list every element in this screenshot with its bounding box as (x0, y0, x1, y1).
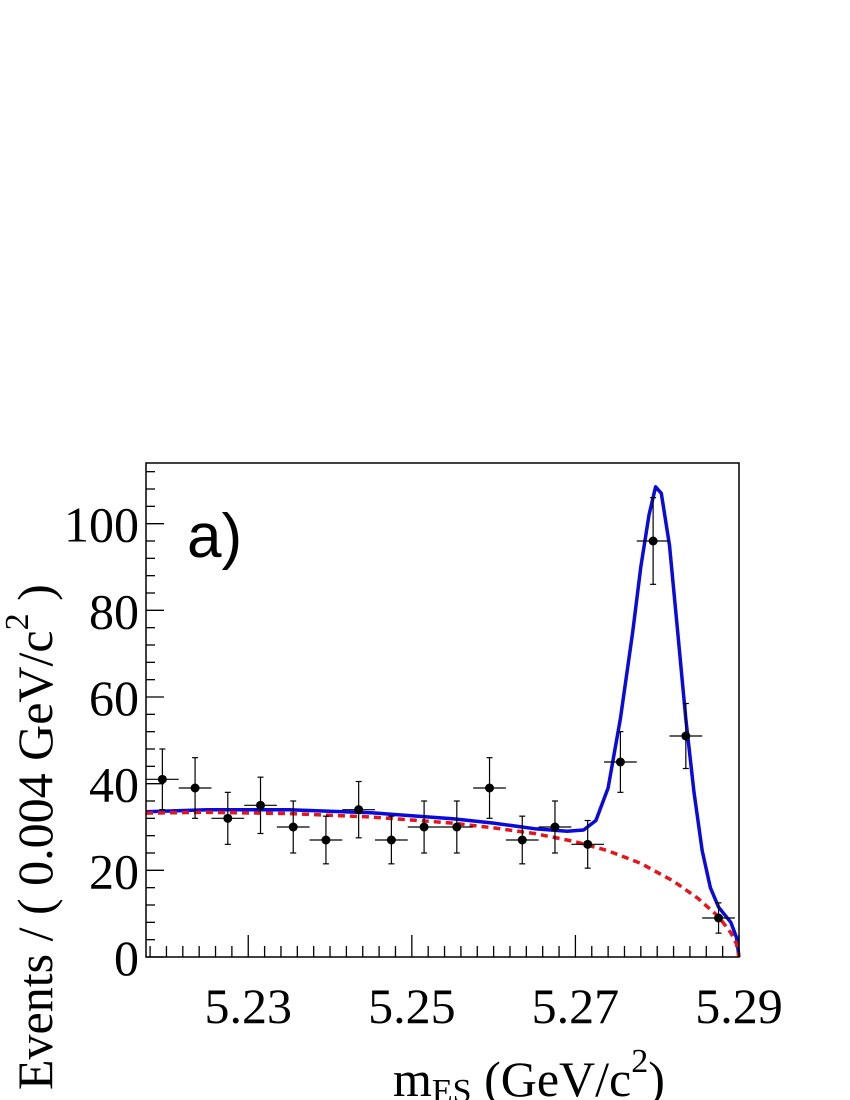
data-point-18 (702, 902, 735, 934)
data-point-13 (538, 800, 572, 854)
data-point-marker-6 (321, 835, 331, 845)
x-tick-label-5.27: 5.27 (532, 978, 620, 1034)
data-point-10 (440, 800, 474, 854)
plot-frame (145, 462, 740, 958)
x-axis-label-subscript: ES (432, 1073, 472, 1100)
x-tick-label-5.25: 5.25 (368, 978, 456, 1034)
data-point-9 (407, 800, 441, 854)
data-point-marker-15 (615, 757, 625, 767)
data-point-marker-9 (419, 822, 429, 832)
data-point-marker-11 (485, 783, 495, 793)
y-tick-label-80: 80 (89, 583, 139, 639)
data-point-marker-4 (256, 800, 266, 810)
data-point-5 (276, 800, 310, 854)
data-point-marker-16 (648, 536, 658, 546)
data-point-2 (178, 757, 212, 819)
y-tick-label-20: 20 (89, 843, 139, 899)
data-point-4 (244, 776, 277, 835)
data-point-12 (505, 815, 539, 865)
data-point-6 (309, 815, 343, 865)
tick-labels-layer: 5.23 5.25 5.27 5.29 0 20 40 60 80 100 (64, 497, 783, 1034)
data-point-marker-1 (157, 774, 167, 784)
y-axis-label-close: ) (7, 584, 63, 613)
data-point-8 (375, 815, 408, 865)
x-axis-label: mES (GeV/c2) (393, 1043, 665, 1100)
data-point-marker-12 (517, 835, 527, 845)
axis-ticks-layer (146, 471, 740, 958)
y-axis-label: Events / ( 0.004 GeV/c2 ) (0, 584, 63, 1090)
x-axis-label-close: ) (648, 1051, 665, 1100)
data-point-marker-18 (714, 913, 724, 923)
data-point-marker-10 (452, 822, 462, 832)
panel-label: a) (187, 502, 242, 571)
data-point-marker-3 (223, 813, 233, 823)
x-axis-label-tail: (GeV/c (472, 1051, 632, 1100)
y-tick-label-60: 60 (89, 670, 139, 726)
x-tick-label-5.23: 5.23 (204, 978, 292, 1034)
x-tick-label-5.29: 5.29 (695, 978, 783, 1034)
y-axis-label-main: Events / ( 0.004 GeV/c (7, 630, 63, 1090)
data-point-11 (473, 757, 506, 819)
x-axis-label-superscript: 2 (631, 1043, 648, 1080)
data-point-marker-17 (681, 731, 691, 741)
data-point-1 (146, 748, 179, 811)
y-tick-label-40: 40 (89, 757, 139, 813)
x-axis-label-main: m (393, 1051, 432, 1100)
data-point-7 (342, 780, 376, 839)
data-point-14 (571, 819, 605, 869)
y-tick-label-100: 100 (64, 497, 139, 553)
total-fit-curve (145, 485, 741, 958)
data-point-marker-8 (386, 835, 396, 845)
data-points-layer (146, 497, 735, 934)
data-point-3 (211, 791, 245, 845)
data-point-marker-7 (354, 805, 364, 815)
y-tick-label-0: 0 (114, 930, 139, 986)
data-point-17 (669, 702, 703, 770)
data-point-16 (636, 497, 670, 585)
data-point-marker-2 (190, 783, 200, 793)
data-point-marker-14 (583, 839, 593, 849)
data-point-marker-13 (550, 822, 560, 832)
y-axis-label-superscript: 2 (0, 613, 36, 630)
data-point-marker-5 (288, 822, 298, 832)
data-point-15 (604, 731, 637, 793)
